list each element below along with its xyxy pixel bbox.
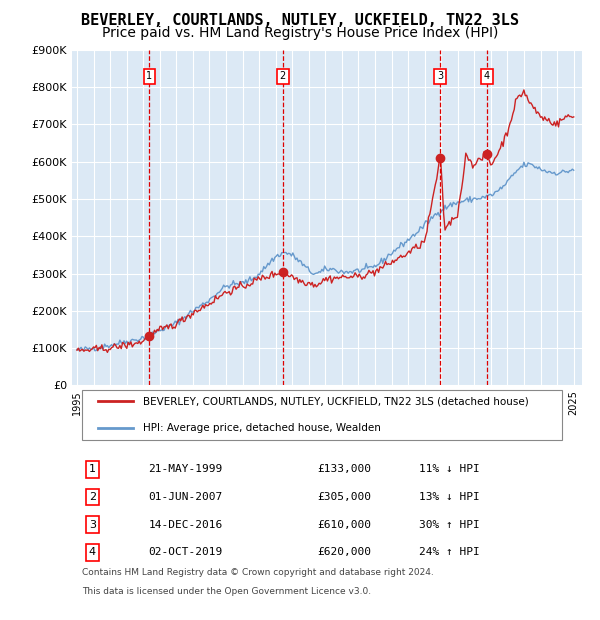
Text: Price paid vs. HM Land Registry's House Price Index (HPI): Price paid vs. HM Land Registry's House … (102, 26, 498, 40)
Text: 3: 3 (437, 71, 443, 81)
Text: £610,000: £610,000 (317, 520, 371, 529)
FancyBboxPatch shape (82, 389, 562, 440)
Text: 4: 4 (89, 547, 96, 557)
Text: £133,000: £133,000 (317, 464, 371, 474)
Text: 01-JUN-2007: 01-JUN-2007 (149, 492, 223, 502)
Text: 24% ↑ HPI: 24% ↑ HPI (419, 547, 479, 557)
Text: 11% ↓ HPI: 11% ↓ HPI (419, 464, 479, 474)
Text: 13% ↓ HPI: 13% ↓ HPI (419, 492, 479, 502)
Text: BEVERLEY, COURTLANDS, NUTLEY, UCKFIELD, TN22 3LS (detached house): BEVERLEY, COURTLANDS, NUTLEY, UCKFIELD, … (143, 396, 529, 406)
Text: 30% ↑ HPI: 30% ↑ HPI (419, 520, 479, 529)
Text: 2: 2 (89, 492, 96, 502)
Text: 3: 3 (89, 520, 96, 529)
Text: BEVERLEY, COURTLANDS, NUTLEY, UCKFIELD, TN22 3LS: BEVERLEY, COURTLANDS, NUTLEY, UCKFIELD, … (81, 13, 519, 28)
Text: 2: 2 (280, 71, 286, 81)
Text: Contains HM Land Registry data © Crown copyright and database right 2024.: Contains HM Land Registry data © Crown c… (82, 568, 434, 577)
Text: 02-OCT-2019: 02-OCT-2019 (149, 547, 223, 557)
Text: £305,000: £305,000 (317, 492, 371, 502)
Text: £620,000: £620,000 (317, 547, 371, 557)
Text: 1: 1 (89, 464, 96, 474)
Text: 1: 1 (146, 71, 152, 81)
Text: This data is licensed under the Open Government Licence v3.0.: This data is licensed under the Open Gov… (82, 587, 371, 596)
Text: 4: 4 (484, 71, 490, 81)
Text: HPI: Average price, detached house, Wealden: HPI: Average price, detached house, Weal… (143, 422, 381, 433)
Text: 21-MAY-1999: 21-MAY-1999 (149, 464, 223, 474)
Text: 14-DEC-2016: 14-DEC-2016 (149, 520, 223, 529)
